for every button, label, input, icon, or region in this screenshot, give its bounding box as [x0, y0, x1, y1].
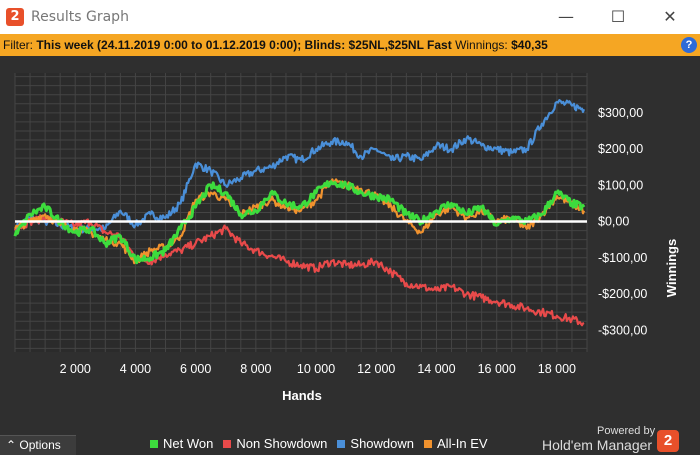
series-line-non-showdown	[13, 214, 585, 327]
filter-period-range: (24.11.2019 0:00 to 01.12.2019 0:00);	[97, 38, 302, 52]
x-tick-label: 2 000	[60, 362, 91, 376]
filter-prefix: Filter:	[3, 38, 37, 52]
product-name: Hold'em Manager	[542, 437, 653, 453]
caret-up-icon: ⌃	[6, 438, 17, 452]
legend-label: All-In EV	[437, 436, 488, 451]
powered-by-text: Powered by	[597, 425, 656, 437]
legend-label: Showdown	[350, 436, 415, 451]
legend-swatch	[150, 440, 158, 448]
y-tick-label: -$300,00	[598, 323, 647, 337]
y-tick-labels: $300,00 $200,00 $100,00 $0,00 -$100,00 -$200,…	[598, 106, 647, 337]
x-tick-label: 14 000	[417, 362, 455, 376]
window-title: Results Graph	[31, 9, 129, 25]
options-button[interactable]: ⌃ Options	[0, 435, 76, 455]
filter-winnings-value: $40,35	[511, 38, 548, 52]
title-bar: 2 Results Graph — ☐ ✕	[0, 0, 700, 34]
filter-period: This week	[36, 38, 94, 52]
x-tick-label: 16 000	[478, 362, 516, 376]
product-logo-icon: 2	[657, 430, 679, 452]
x-tick-label: 6 000	[180, 362, 211, 376]
y-tick-label: $300,00	[598, 106, 643, 120]
x-tick-label: 8 000	[240, 362, 271, 376]
x-tick-label: 18 000	[538, 362, 576, 376]
y-tick-label: $200,00	[598, 142, 643, 156]
x-tick-label: 10 000	[297, 362, 335, 376]
y-tick-label: -$200,00	[598, 287, 647, 301]
minimize-button[interactable]: —	[558, 7, 574, 26]
close-button[interactable]: ✕	[663, 7, 677, 26]
maximize-button[interactable]: ☐	[610, 7, 626, 26]
legend-item[interactable]: All-In EV	[424, 436, 488, 451]
series-line-net-won	[13, 180, 586, 265]
app-logo-icon: 2	[6, 8, 24, 26]
legend-swatch	[337, 440, 346, 448]
legend-swatch	[223, 440, 232, 448]
legend-item[interactable]: Net Won	[150, 436, 213, 451]
x-tick-label: 4 000	[120, 362, 151, 376]
x-tick-labels: 2 000 4 000 6 000 8 000 10 000 12 000 14 000 16…	[60, 362, 576, 376]
chart-legend: Net Won Non Showdown Showdown All-In EV	[150, 436, 498, 452]
legend-swatch	[424, 440, 433, 448]
filter-blinds-value: $25NL,$25NL Fast	[348, 38, 452, 52]
x-axis-title: Hands	[282, 388, 322, 403]
y-tick-label: $100,00	[598, 178, 643, 192]
options-label: Options	[19, 438, 61, 452]
series-layer	[13, 98, 587, 327]
results-chart: 2 000 4 000 6 000 8 000 10 000 12 000 14 000 16…	[13, 73, 679, 403]
y-axis-title: Winnings	[664, 239, 679, 297]
filter-bar[interactable]: Filter: This week (24.11.2019 0:00 to 01…	[0, 34, 700, 56]
y-tick-label: $0,00	[598, 215, 629, 229]
help-icon[interactable]: ?	[681, 37, 697, 53]
y-tick-label: -$100,00	[598, 251, 647, 265]
filter-blinds-label: Blinds:	[304, 38, 346, 52]
legend-item[interactable]: Showdown	[337, 436, 414, 451]
x-tick-label: 12 000	[357, 362, 395, 376]
legend-label: Net Won	[163, 436, 214, 451]
legend-label: Non Showdown	[236, 436, 328, 451]
filter-winnings-label: Winnings:	[455, 38, 508, 52]
legend-item[interactable]: Non Showdown	[223, 436, 327, 451]
